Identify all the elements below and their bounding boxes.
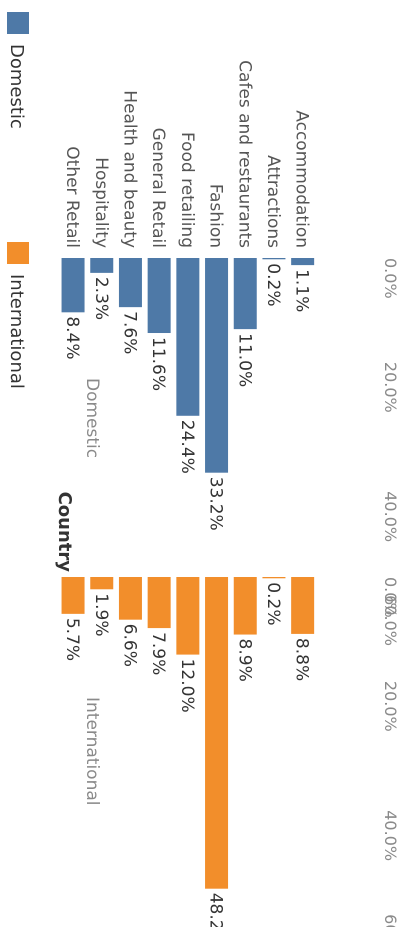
panel-title-domestic: Domestic: [82, 378, 102, 458]
value-label-domestic: 33.2%: [206, 477, 226, 531]
bar-international: [176, 577, 200, 655]
legend-swatch-domestic: [7, 12, 29, 34]
value-label-domestic: 2.3%: [91, 277, 111, 320]
legend-label-domestic: Domestic: [6, 44, 27, 129]
axis-tick-label-international: 40.0%: [381, 810, 400, 861]
value-label-international: 0.2%: [263, 582, 283, 625]
chart-rotated-group: Domestic International Country Accommodatio…: [6, 12, 400, 927]
value-label-international: 7.9%: [148, 632, 168, 675]
axis-tick-label-international: 20.0%: [381, 681, 400, 732]
category-label: Fashion: [206, 184, 226, 248]
value-label-domestic: 8.4%: [62, 316, 82, 359]
category-label: Cafes and restaurants: [234, 60, 254, 248]
category-label: Attractions: [263, 155, 283, 248]
axis-tick-label-domestic: 40.0%: [381, 491, 400, 542]
bar-domestic: [61, 258, 85, 313]
legend-label-international: International: [6, 274, 27, 389]
legend-swatch-international: [7, 242, 29, 264]
value-label-domestic: 11.0%: [234, 333, 254, 387]
bar-international: [291, 577, 315, 634]
bar-domestic: [176, 258, 200, 416]
value-label-international: 8.8%: [292, 638, 312, 681]
bar-international: [118, 577, 142, 620]
value-label-domestic: 1.1%: [292, 269, 312, 312]
axis-tick-label-international: 0.0%: [381, 577, 400, 618]
category-label: Hospitality: [91, 157, 111, 248]
bar-domestic: [291, 258, 315, 266]
value-label-international: 8.9%: [234, 639, 254, 682]
bar-domestic: [90, 258, 114, 273]
value-label-international: 48.2%: [206, 893, 226, 927]
panel-title-international: International: [82, 697, 102, 806]
category-label: Accommodation: [292, 110, 312, 248]
bar-international: [233, 577, 257, 635]
value-label-international: 6.6%: [119, 624, 139, 667]
axis-tick-label-domestic: 0.0%: [381, 258, 400, 299]
axis-tick-label-international: 60.0%: [381, 914, 400, 927]
category-label: Health and beauty: [119, 90, 139, 248]
value-label-international: 5.7%: [62, 618, 82, 661]
value-label-international: 1.9%: [91, 593, 111, 636]
axis-tick-label-domestic: 20.0%: [381, 362, 400, 413]
bar-international: [262, 577, 286, 579]
axis-tick-label-domestic: 60.0%: [381, 595, 400, 646]
bar-domestic: [233, 258, 257, 330]
category-label: Other Retail: [62, 146, 82, 248]
bar-international: [147, 577, 171, 629]
value-label-domestic: 24.4%: [177, 420, 197, 474]
category-label: Food retailing: [177, 132, 197, 248]
bar-international: [90, 577, 114, 590]
value-label-domestic: 7.6%: [119, 311, 139, 354]
category-label: General Retail: [148, 128, 168, 248]
bar-international: [61, 577, 85, 614]
bar-domestic: [118, 258, 142, 308]
value-label-domestic: 0.2%: [263, 263, 283, 306]
bar-domestic: [147, 258, 171, 334]
value-label-domestic: 11.6%: [148, 337, 168, 391]
bar-domestic: [205, 258, 229, 473]
value-label-international: 12.0%: [177, 659, 197, 713]
bar-domestic: [262, 258, 286, 260]
header-title: Country: [54, 492, 75, 573]
bar-international: [205, 577, 229, 889]
